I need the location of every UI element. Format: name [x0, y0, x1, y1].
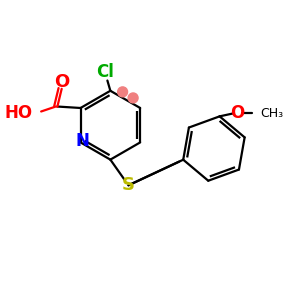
Text: HO: HO — [4, 104, 32, 122]
Text: N: N — [75, 132, 89, 150]
Text: CH₃: CH₃ — [260, 107, 283, 120]
Text: O: O — [231, 104, 245, 122]
Text: S: S — [122, 176, 135, 194]
Text: Cl: Cl — [96, 62, 114, 80]
Circle shape — [118, 87, 128, 97]
Circle shape — [128, 93, 138, 103]
Text: O: O — [54, 73, 69, 91]
